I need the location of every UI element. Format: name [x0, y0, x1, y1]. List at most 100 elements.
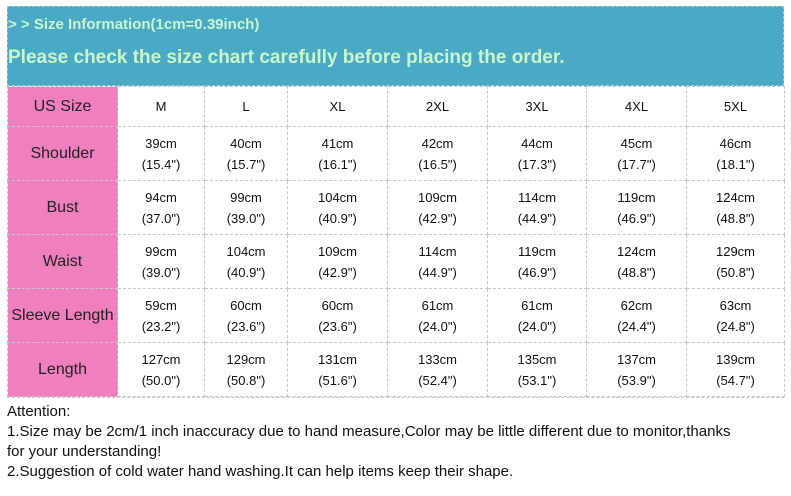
cm-value: 124cm: [715, 189, 756, 205]
inch-value: (40.9"): [318, 210, 357, 226]
measurement-cell: 119cm (46.9"): [586, 180, 687, 235]
measurement-cell: 119cm (46.9"): [487, 234, 587, 289]
cm-value: 60cm: [321, 297, 354, 313]
inch-value: (15.7"): [226, 156, 266, 172]
inch-value: (48.8"): [716, 210, 755, 226]
measurement-cell: 114cm (44.9"): [387, 234, 488, 289]
inch-value: (39.0"): [141, 264, 181, 280]
cm-value: 109cm: [417, 189, 458, 205]
cm-value: 119cm: [517, 243, 557, 259]
measurement-cell: 114cm (44.9"): [487, 180, 587, 235]
inch-value: (50.8"): [226, 372, 266, 388]
cm-value: 61cm: [521, 297, 553, 313]
measurement-cell: 129cm (50.8"): [686, 234, 785, 289]
size-header-cell: 2XL: [387, 86, 488, 127]
measurement-cell: 99cm (39.0"): [117, 234, 205, 289]
inch-value: (24.0"): [517, 318, 557, 334]
measurement-label: Length: [7, 342, 118, 397]
attention-line-1b: for your understanding!: [7, 443, 162, 460]
cm-value: 129cm: [226, 351, 266, 367]
measurement-cell: 42cm (16.5"): [387, 126, 488, 181]
cm-value: 62cm: [620, 297, 653, 313]
measurement-cell: 45cm (17.7"): [586, 126, 687, 181]
cm-value: 61cm: [421, 297, 454, 313]
inch-value: (40.9"): [226, 264, 266, 280]
inch-value: (23.6"): [226, 318, 266, 334]
inch-value: (42.9"): [318, 264, 357, 280]
inch-value: (52.4"): [418, 372, 457, 388]
measurement-cell: 44cm (17.3"): [487, 126, 587, 181]
cm-value: 99cm: [145, 243, 177, 259]
inch-value: (44.9"): [517, 210, 557, 226]
table-row: Shoulder 39cm (15.4") 40cm (15.7") 41cm (16.1"…: [7, 126, 785, 181]
cm-value: 42cm: [421, 135, 454, 151]
inch-value: (46.9"): [617, 210, 656, 226]
size-header-row: US Size M L XL 2XL 3XL 4XL 5XL: [7, 86, 785, 127]
measurement-cell: 104cm (40.9"): [287, 180, 388, 235]
inch-value: (15.4"): [141, 156, 181, 172]
measurement-cell: 61cm (24.0"): [487, 288, 587, 343]
inch-value: (42.9"): [418, 210, 457, 226]
size-header-cell: M: [117, 86, 205, 127]
inch-value: (16.1"): [318, 156, 357, 172]
inch-value: (18.1"): [716, 156, 755, 172]
cm-value: 129cm: [715, 243, 756, 259]
table-row: Length 127cm (50.0") 129cm (50.8") 131cm (51.6…: [7, 342, 785, 397]
attention-notes: Attention: 1.Size may be 2cm/1 inch inac…: [7, 397, 784, 482]
measurement-cell: 62cm (24.4"): [586, 288, 687, 343]
measurement-label: Waist: [7, 234, 118, 289]
measurement-cell: 133cm (52.4"): [387, 342, 488, 397]
size-table: US Size M L XL 2XL 3XL 4XL 5XL Shoulder 39cm (15.4…: [7, 86, 785, 397]
measurement-cell: 60cm (23.6"): [204, 288, 288, 343]
measurement-cell: 94cm (37.0"): [117, 180, 205, 235]
measurement-label: Sleeve Length: [7, 288, 118, 343]
cm-value: 45cm: [620, 135, 653, 151]
inch-value: (51.6"): [318, 372, 357, 388]
inch-value: (44.9"): [418, 264, 457, 280]
cm-value: 46cm: [719, 135, 752, 151]
cm-value: 139cm: [715, 351, 756, 367]
cm-value: 135cm: [517, 351, 557, 367]
inch-value: (46.9"): [517, 264, 557, 280]
cm-value: 114cm: [517, 189, 557, 205]
measurement-cell: 104cm (40.9"): [204, 234, 288, 289]
size-header-cell: XL: [287, 86, 388, 127]
cm-value: 119cm: [617, 189, 656, 205]
cm-value: 133cm: [417, 351, 458, 367]
inch-value: (24.8"): [716, 318, 755, 334]
inch-value: (16.5"): [418, 156, 457, 172]
measurement-cell: 40cm (15.7"): [204, 126, 288, 181]
size-header-cell: 4XL: [586, 86, 687, 127]
cm-value: 124cm: [616, 243, 657, 259]
measurement-cell: 109cm (42.9"): [387, 180, 488, 235]
cm-value: 104cm: [317, 189, 358, 205]
header-band: > > Size Information(1cm=0.39inch) Pleas…: [7, 6, 784, 86]
size-chart: > > Size Information(1cm=0.39inch) Pleas…: [7, 6, 785, 482]
attention-title: Attention:: [7, 403, 71, 420]
cm-value: 39cm: [145, 135, 177, 151]
inch-value: (39.0"): [226, 210, 266, 226]
cm-value: 94cm: [145, 189, 177, 205]
measurement-cell: 60cm (23.6"): [287, 288, 388, 343]
inch-value: (17.7"): [617, 156, 656, 172]
cm-value: 127cm: [141, 351, 181, 367]
measurement-cell: 135cm (53.1"): [487, 342, 587, 397]
table-row: Sleeve Length 59cm (23.2") 60cm (23.6") 60cm (…: [7, 288, 785, 343]
inch-value: (17.3"): [517, 156, 557, 172]
measurement-cell: 39cm (15.4"): [117, 126, 205, 181]
cm-value: 137cm: [616, 351, 657, 367]
inch-value: (24.4"): [617, 318, 656, 334]
attention-line-2: 2.Suggestion of cold water hand washing.…: [7, 463, 514, 480]
inch-value: (37.0"): [141, 210, 181, 226]
measurement-cell: 139cm (54.7"): [686, 342, 785, 397]
size-notice: Please check the size chart carefully be…: [8, 47, 565, 68]
measurement-cell: 124cm (48.8"): [586, 234, 687, 289]
measurement-cell: 41cm (16.1"): [287, 126, 388, 181]
cm-value: 114cm: [418, 243, 457, 259]
measurement-cell: 109cm (42.9"): [287, 234, 388, 289]
cm-value: 131cm: [317, 351, 358, 367]
inch-value: (53.1"): [517, 372, 557, 388]
cm-value: 40cm: [230, 135, 262, 151]
inch-value: (54.7"): [716, 372, 755, 388]
attention-line-1: 1.Size may be 2cm/1 inch inaccuracy due …: [7, 423, 731, 440]
